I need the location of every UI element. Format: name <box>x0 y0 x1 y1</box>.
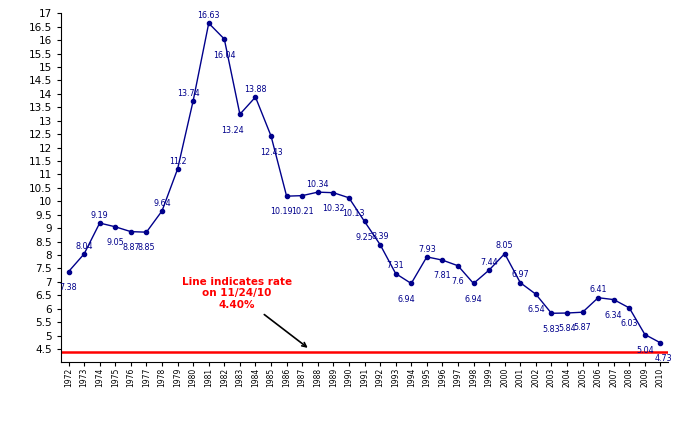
Text: 6.97: 6.97 <box>512 271 529 279</box>
Text: 9.05: 9.05 <box>107 238 124 247</box>
Text: 10.34: 10.34 <box>306 180 329 189</box>
Text: 7.81: 7.81 <box>433 271 451 280</box>
Text: 8.39: 8.39 <box>371 232 389 241</box>
Text: 6.34: 6.34 <box>605 311 622 320</box>
Text: 10.32: 10.32 <box>322 204 345 213</box>
Text: 9.64: 9.64 <box>153 199 171 208</box>
Text: 8.05: 8.05 <box>496 241 514 251</box>
Text: 6.03: 6.03 <box>620 319 638 328</box>
Text: 5.84: 5.84 <box>558 324 576 333</box>
Text: 4.73: 4.73 <box>655 354 672 363</box>
Text: 6.41: 6.41 <box>589 286 607 294</box>
Text: 7.31: 7.31 <box>387 261 404 271</box>
Text: 7.38: 7.38 <box>59 283 78 292</box>
Text: 5.04: 5.04 <box>636 346 653 355</box>
Text: 5.83: 5.83 <box>543 324 560 334</box>
Text: 13.74: 13.74 <box>177 88 200 98</box>
Text: 10.21: 10.21 <box>291 207 313 216</box>
Text: 13.24: 13.24 <box>221 126 244 135</box>
Text: 11.2: 11.2 <box>169 157 186 166</box>
Text: 5.87: 5.87 <box>574 324 591 332</box>
Text: 6.94: 6.94 <box>464 295 483 304</box>
Text: 10.13: 10.13 <box>342 209 365 218</box>
Text: 10.19: 10.19 <box>271 207 293 217</box>
Text: 7.6: 7.6 <box>452 277 464 286</box>
Text: 13.88: 13.88 <box>244 85 267 94</box>
Text: 16.63: 16.63 <box>198 11 220 20</box>
Text: 12.43: 12.43 <box>260 148 282 157</box>
Text: 8.85: 8.85 <box>138 244 155 252</box>
Text: 6.94: 6.94 <box>398 295 415 304</box>
Text: 7.44: 7.44 <box>481 258 498 267</box>
Text: 8.04: 8.04 <box>76 242 93 251</box>
Text: 6.54: 6.54 <box>527 305 545 315</box>
Text: 7.93: 7.93 <box>418 245 435 254</box>
Text: 16.04: 16.04 <box>213 51 236 60</box>
Text: 9.25: 9.25 <box>356 232 373 242</box>
Text: 8.87: 8.87 <box>122 243 140 252</box>
Text: Line indicates rate
on 11/24/10
4.40%: Line indicates rate on 11/24/10 4.40% <box>182 277 306 347</box>
Text: 9.19: 9.19 <box>91 211 109 220</box>
